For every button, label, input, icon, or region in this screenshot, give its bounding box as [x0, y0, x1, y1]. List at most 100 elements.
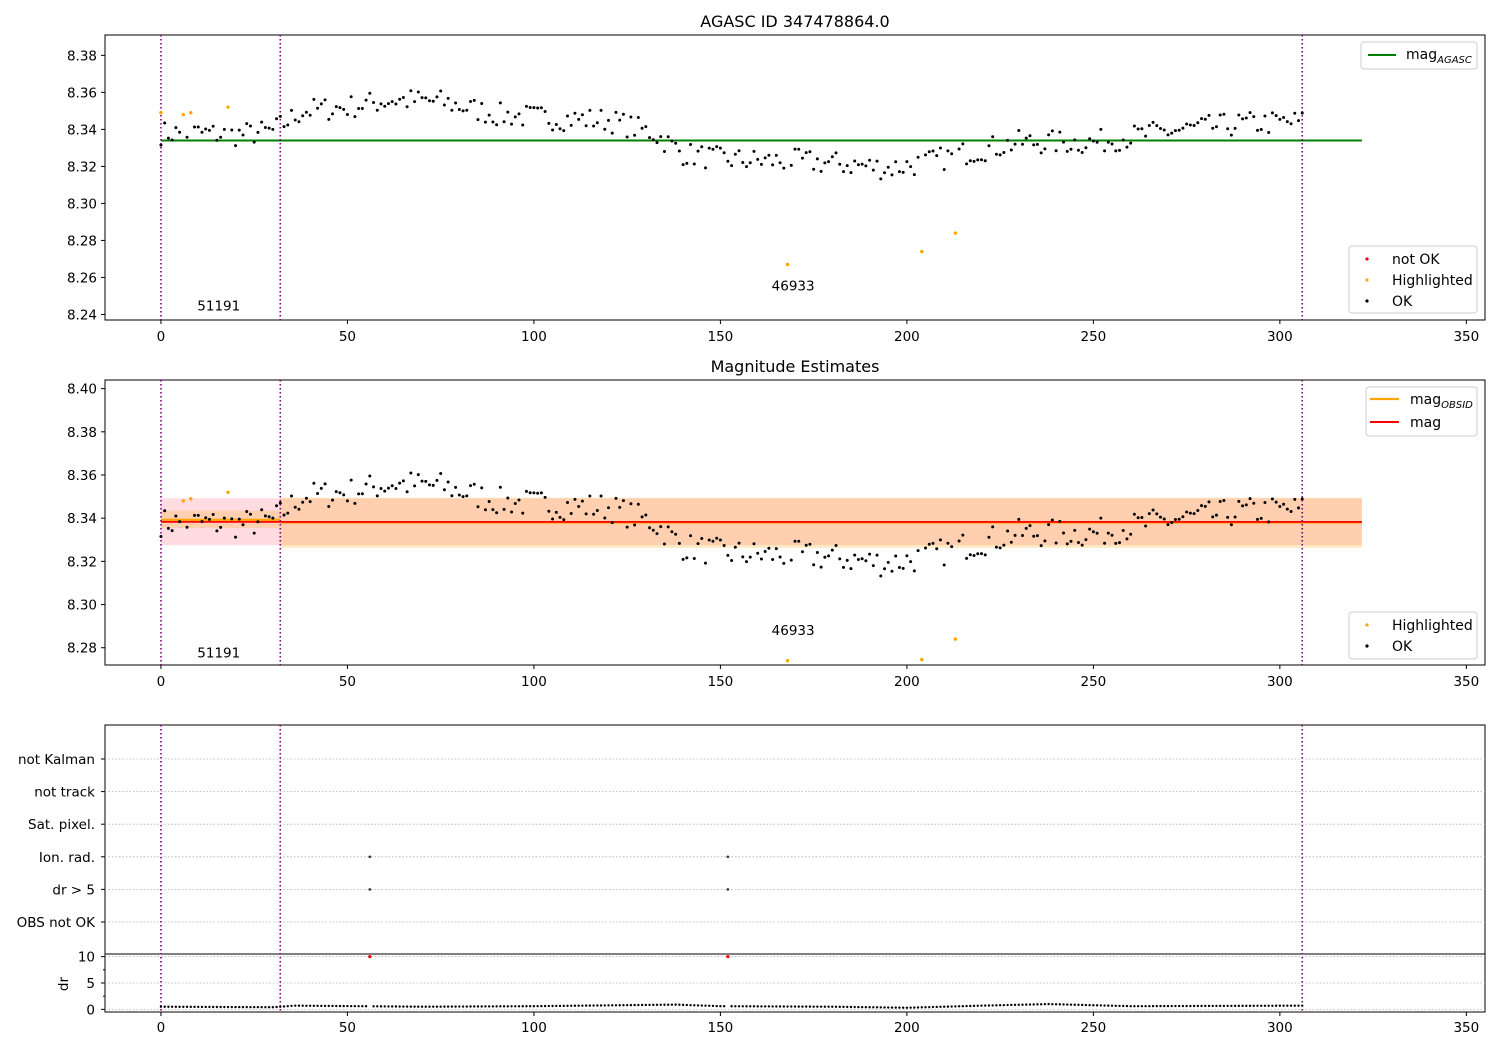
panel1-ticks: 0 50 100 150 200 250 300 350 8.24 8.26 8.28 8.30 8.3… — [67, 48, 1479, 345]
dr-point — [189, 1005, 192, 1009]
ok-point — [1226, 127, 1230, 131]
ok-point — [565, 501, 569, 505]
dr-point — [357, 1005, 360, 1008]
dr-point — [704, 1004, 707, 1007]
dr-point — [1136, 1004, 1140, 1008]
dr-point — [413, 1005, 416, 1008]
dr-point — [596, 1004, 599, 1007]
ok-point — [1035, 534, 1039, 538]
ok-point — [853, 159, 857, 163]
ok-point — [745, 560, 749, 564]
ok-point — [774, 153, 778, 157]
ok-point — [1263, 501, 1267, 505]
ok-point — [517, 498, 521, 502]
dr-point — [1002, 1003, 1006, 1007]
ok-point — [696, 542, 700, 546]
ok-point — [1080, 150, 1084, 154]
ok-point — [603, 516, 607, 520]
ok-point — [271, 127, 275, 131]
ok-point — [580, 499, 584, 503]
ok-point — [469, 99, 473, 103]
dr-point — [1237, 1004, 1241, 1008]
dr-point — [838, 1005, 841, 1009]
dr-point — [1088, 1003, 1091, 1007]
ok-point — [1117, 541, 1121, 545]
dr-point — [890, 1006, 894, 1009]
ok-point — [782, 166, 786, 170]
ok-point — [1166, 523, 1170, 527]
ok-point — [1259, 128, 1263, 132]
ok-point — [800, 156, 804, 160]
ok-point — [1006, 138, 1010, 142]
ok-point — [700, 145, 704, 149]
ok-point — [1159, 126, 1163, 130]
legend-ok-swatch — [1365, 299, 1369, 303]
p1-ytick-label: 8.28 — [67, 233, 97, 249]
ok-point — [648, 136, 652, 140]
ok-point — [554, 122, 558, 126]
ok-point — [942, 563, 946, 567]
ok-point — [569, 511, 573, 515]
ok-point — [513, 502, 517, 506]
dr-point — [1151, 1004, 1155, 1008]
ok-point — [1181, 515, 1185, 519]
dr-point — [532, 1005, 536, 1008]
dr-point — [581, 1004, 584, 1007]
dr-not-ok-point — [726, 955, 730, 959]
ok-point — [950, 545, 954, 549]
dr-point — [950, 1005, 953, 1008]
ok-point — [301, 500, 305, 504]
obsid-label: 46933 — [772, 623, 815, 639]
ok-point — [1285, 120, 1289, 124]
dr-point — [711, 1004, 715, 1008]
ok-point — [871, 168, 875, 172]
ok-point — [558, 127, 562, 131]
ok-point — [1188, 123, 1192, 127]
ok-point — [1069, 147, 1073, 151]
ok-point — [442, 488, 446, 492]
dr-point — [935, 1005, 938, 1009]
ok-point — [1017, 517, 1021, 521]
dr-point — [782, 1005, 786, 1008]
ok-point — [614, 496, 618, 500]
dr-point — [928, 1005, 931, 1009]
ok-point — [547, 121, 551, 125]
ok-point — [797, 539, 801, 543]
dr-point — [1278, 1004, 1282, 1007]
ok-point — [830, 548, 834, 552]
ok-point — [752, 542, 756, 546]
ok-point — [1136, 516, 1140, 520]
ok-point — [681, 163, 685, 167]
ok-point — [625, 135, 629, 139]
ok-point — [927, 542, 931, 546]
ok-point — [972, 159, 976, 163]
ok-point — [1162, 517, 1166, 521]
ok-point — [1069, 539, 1073, 543]
ok-point — [282, 513, 286, 517]
dr-point — [760, 1005, 763, 1008]
ok-point — [483, 120, 487, 124]
highlighted-point — [953, 637, 958, 641]
p3-xtick-label: 150 — [708, 1020, 734, 1036]
ok-point — [1073, 138, 1077, 142]
dr-point — [622, 1004, 625, 1007]
ok-point — [166, 526, 170, 530]
ok-point — [629, 115, 633, 119]
ok-point — [1255, 517, 1259, 521]
ok-point — [666, 525, 670, 529]
p2-xtick-label: 200 — [894, 674, 920, 690]
legend-highlighted-label: Highlighted — [1392, 273, 1473, 289]
ok-point — [1173, 518, 1177, 522]
ok-point — [1297, 506, 1301, 510]
dr-point — [294, 1004, 297, 1007]
ok-point — [442, 103, 446, 107]
ok-point — [323, 482, 327, 486]
ok-point — [1117, 148, 1121, 152]
ok-point — [398, 97, 402, 101]
ok-point — [856, 557, 860, 561]
ok-point — [178, 130, 182, 134]
panel2-data: 51191 46933 — [159, 380, 1362, 665]
ok-point — [1058, 519, 1062, 523]
dr-point — [1006, 1003, 1009, 1007]
ok-point — [748, 161, 752, 165]
